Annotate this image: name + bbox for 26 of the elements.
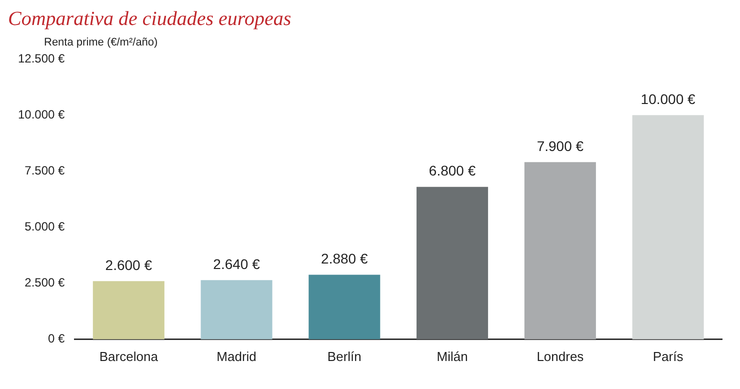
y-tick-label: 10.000 €	[18, 107, 66, 122]
data-label: 2.600 €	[105, 256, 152, 273]
y-tick-label: 5.000 €	[24, 220, 66, 234]
bar	[524, 162, 596, 340]
x-tick-label: París	[652, 348, 684, 364]
data-label: 2.640 €	[213, 256, 260, 272]
x-tick-label: Londres	[536, 348, 584, 364]
y-axis-title: Renta prime (€/m²/año)	[44, 36, 158, 49]
data-label: 10.000 €	[640, 90, 696, 107]
x-tick-label: Berlín	[327, 348, 362, 364]
x-tick-label: Barcelona	[99, 348, 159, 364]
x-tick-label: Milán	[436, 348, 468, 364]
data-label: 7.900 €	[536, 138, 584, 154]
bar	[416, 186, 488, 340]
bar	[200, 280, 272, 340]
y-tick-label: 12.500 €	[18, 51, 66, 66]
data-label: 6.800 €	[428, 162, 476, 179]
bar	[632, 115, 704, 340]
bar	[92, 281, 164, 340]
y-tick-label: 7.500 €	[24, 163, 66, 178]
y-tick-label: 0 €	[48, 332, 66, 346]
data-label: 2.880 €	[321, 250, 368, 267]
y-tick-label: 2.500 €	[24, 276, 66, 290]
x-tick-label: Madrid	[216, 348, 256, 364]
chart-title: Comparativa de ciudades europeas	[8, 8, 292, 31]
bar	[308, 274, 380, 340]
